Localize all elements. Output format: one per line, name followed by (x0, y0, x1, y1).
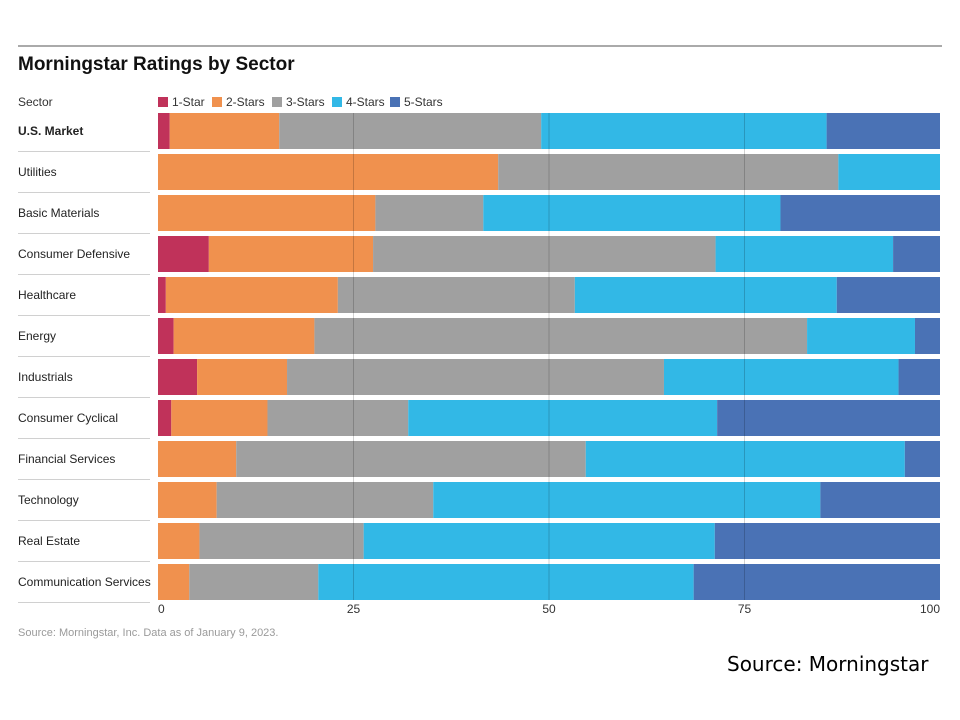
bar-consumer-cyclical-2-stars (171, 400, 268, 436)
bar-healthcare-4-stars (574, 277, 837, 313)
bar-basic-materials-3-stars (375, 195, 484, 231)
bar-industrials-2-stars (197, 359, 288, 395)
bar-consumer-cyclical-5-stars (717, 400, 940, 436)
source-note: Source: Morningstar, Inc. Data as of Jan… (18, 627, 278, 639)
row-label-real-estate: Real Estate (18, 534, 80, 548)
bar-u-s-market-5-stars (826, 113, 940, 149)
legend: 1-Star 2-Stars 3-Stars 4-Stars 5-Stars (158, 95, 443, 109)
row-label-financial-services: Financial Services (18, 452, 115, 466)
row-label-energy: Energy (18, 329, 56, 343)
bar-industrials-5-stars (898, 359, 940, 395)
bar-utilities-2-stars (158, 154, 499, 190)
x-tick-50: 50 (542, 602, 556, 616)
legend-swatch-5-stars (390, 97, 400, 107)
bar-communication-services-5-stars (693, 564, 940, 600)
x-tick-75: 75 (738, 602, 752, 616)
bar-healthcare-3-stars (337, 277, 575, 313)
row-label-utilities: Utilities (18, 165, 57, 179)
x-tick-100: 100 (920, 602, 940, 616)
bar-energy-3-stars (314, 318, 808, 354)
bar-financial-services-2-stars (158, 441, 237, 477)
bar-real-estate-5-stars (714, 523, 940, 559)
bar-communication-services-2-stars (158, 564, 190, 600)
legend-swatch-2-stars (212, 97, 222, 107)
bar-real-estate-4-stars (363, 523, 715, 559)
gridlines (353, 113, 745, 600)
bar-financial-services-4-stars (585, 441, 905, 477)
bar-utilities-3-stars (498, 154, 839, 190)
bar-utilities-4-stars (838, 154, 940, 190)
bar-energy-4-stars (807, 318, 915, 354)
legend-label-1-star: 1-Star (172, 95, 205, 109)
bar-consumer-defensive-2-stars (208, 236, 374, 272)
row-label-communication-services: Communication Services (18, 575, 151, 589)
bar-technology-2-stars (158, 482, 217, 518)
x-tick-0: 0 (158, 602, 165, 616)
row-label-technology: Technology (18, 493, 79, 507)
bar-financial-services-3-stars (236, 441, 586, 477)
bar-consumer-defensive-1-star (158, 236, 209, 272)
bar-technology-3-stars (216, 482, 434, 518)
x-tick-25: 25 (347, 602, 361, 616)
bar-financial-services-5-stars (904, 441, 940, 477)
bar-real-estate-2-stars (158, 523, 200, 559)
bar-consumer-cyclical-3-stars (267, 400, 409, 436)
bar-u-s-market-4-stars (541, 113, 827, 149)
bar-industrials-3-stars (287, 359, 664, 395)
bar-industrials-1-star (158, 359, 198, 395)
bar-technology-4-stars (433, 482, 821, 518)
bar-healthcare-5-stars (836, 277, 940, 313)
chart-title: Morningstar Ratings by Sector (18, 54, 295, 75)
bar-consumer-defensive-3-stars (373, 236, 716, 272)
x-axis-ticks: 0 25 50 75 100 (158, 602, 940, 616)
bar-energy-2-stars (173, 318, 315, 354)
bar-basic-materials-2-stars (158, 195, 376, 231)
bar-consumer-defensive-4-stars (715, 236, 894, 272)
bar-basic-materials-4-stars (483, 195, 781, 231)
row-label-healthcare: Healthcare (18, 288, 76, 302)
bar-consumer-cyclical-1-star (158, 400, 172, 436)
source-caption: Source: Morningstar (727, 652, 929, 676)
row-label-consumer-defensive: Consumer Defensive (18, 247, 130, 261)
bar-energy-1-star (158, 318, 174, 354)
legend-swatch-1-star (158, 97, 168, 107)
bar-u-s-market-1-star (158, 113, 170, 149)
bar-healthcare-2-stars (165, 277, 338, 313)
legend-swatch-4-stars (332, 97, 342, 107)
bar-u-s-market-3-stars (279, 113, 542, 149)
legend-swatch-3-stars (272, 97, 282, 107)
bar-basic-materials-5-stars (780, 195, 940, 231)
bar-u-s-market-2-stars (169, 113, 280, 149)
bar-real-estate-3-stars (199, 523, 364, 559)
bar-energy-5-stars (914, 318, 940, 354)
legend-label-3-stars: 3-Stars (286, 95, 325, 109)
sector-header: Sector (18, 95, 53, 109)
legend-label-2-stars: 2-Stars (226, 95, 265, 109)
row-label-u-s-market: U.S. Market (18, 124, 83, 138)
row-labels: U.S. Market Utilities Basic Materials Consu… (18, 124, 151, 603)
row-label-basic-materials: Basic Materials (18, 206, 99, 220)
bar-industrials-4-stars (663, 359, 899, 395)
bar-technology-5-stars (820, 482, 940, 518)
row-label-consumer-cyclical: Consumer Cyclical (18, 411, 118, 425)
bar-communication-services-3-stars (189, 564, 319, 600)
bar-communication-services-4-stars (318, 564, 694, 600)
row-label-industrials: Industrials (18, 370, 73, 384)
bar-consumer-defensive-5-stars (893, 236, 940, 272)
bar-healthcare-1-star (158, 277, 166, 313)
legend-label-5-stars: 5-Stars (404, 95, 443, 109)
bar-consumer-cyclical-4-stars (408, 400, 718, 436)
bars (158, 113, 940, 600)
legend-label-4-stars: 4-Stars (346, 95, 385, 109)
